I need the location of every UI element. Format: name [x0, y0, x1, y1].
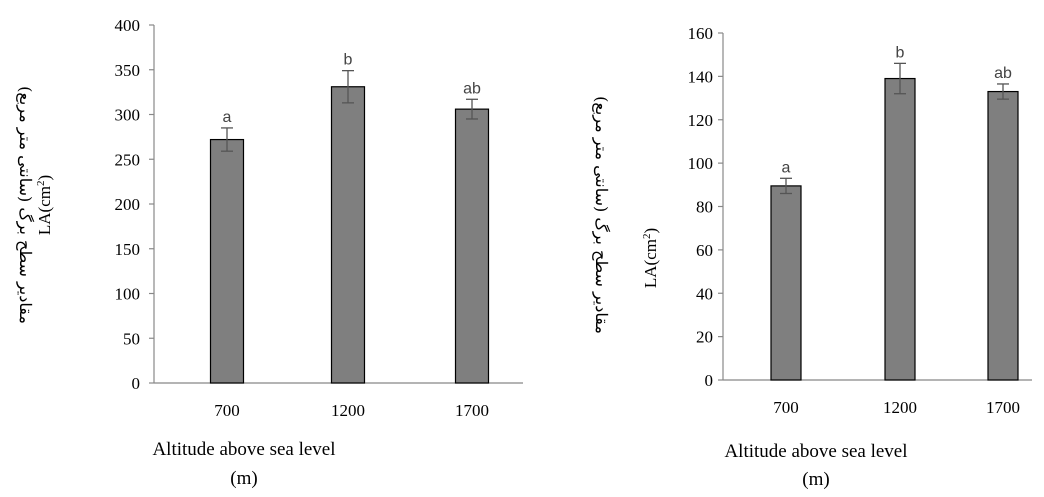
y-tick-label: 80	[696, 198, 713, 217]
y-tick-label: 60	[696, 241, 713, 260]
y-tick-label: 400	[115, 16, 141, 35]
y-tick-label: 100	[115, 285, 141, 304]
x-tick-label: 1700	[455, 401, 489, 420]
y-tick-label: 40	[696, 284, 713, 303]
y-axis-label: LA(cm2)	[35, 175, 54, 235]
y-axis-label-farsi: مقادیر سطح برگ (سانتی متر مربع)	[592, 96, 611, 334]
x-axis-label-line2: (m)	[802, 469, 829, 490]
bar-1700	[987, 90, 1019, 381]
bar-700	[770, 185, 802, 381]
significance-label: a	[782, 159, 791, 176]
significance-label: a	[223, 109, 232, 126]
y-tick-label: 120	[688, 111, 714, 130]
y-tick-label: 200	[115, 195, 141, 214]
y-tick-label: 140	[688, 67, 714, 86]
bar-700	[209, 138, 245, 384]
x-tick-label: 1700	[986, 398, 1020, 417]
y-tick-label: 160	[688, 24, 714, 43]
bar-1200	[884, 77, 916, 381]
x-axis-label-line1: Altitude above sea level	[152, 439, 335, 460]
y-tick-label: 350	[115, 61, 141, 80]
y-tick-label: 0	[132, 374, 141, 393]
chart-left: مقادیر سطح برگ (سانتی متر مربع) LA(cm2) …	[16, 16, 523, 489]
y-tick-label: 300	[115, 106, 141, 125]
x-tick-label: 700	[773, 398, 799, 417]
bar-1700	[454, 108, 490, 384]
significance-label: b	[896, 44, 905, 61]
significance-label: ab	[463, 80, 481, 97]
y-tick-label: 20	[696, 328, 713, 347]
y-axis-label: LA(cm2)	[641, 228, 660, 288]
y-tick-label: 150	[115, 240, 141, 259]
x-tick-label: 1200	[883, 398, 917, 417]
y-tick-label: 100	[688, 154, 714, 173]
chart-right: مقادیر سطح برگ (سانتی متر مربع) LA(cm2) …	[592, 24, 1032, 490]
y-tick-label: 250	[115, 150, 141, 169]
x-axis-label-line2: (m)	[230, 468, 257, 489]
y-tick-label: 0	[705, 371, 714, 390]
y-axis-label-farsi: مقادیر سطح برگ (سانتی متر مربع)	[16, 86, 35, 324]
x-tick-label: 1200	[331, 401, 365, 420]
significance-label: b	[344, 52, 353, 69]
y-tick-label: 50	[123, 329, 140, 348]
significance-label: ab	[994, 65, 1012, 82]
x-tick-label: 700	[214, 401, 240, 420]
bar-1200	[330, 86, 366, 384]
x-axis-label-line1: Altitude above sea level	[724, 441, 907, 462]
